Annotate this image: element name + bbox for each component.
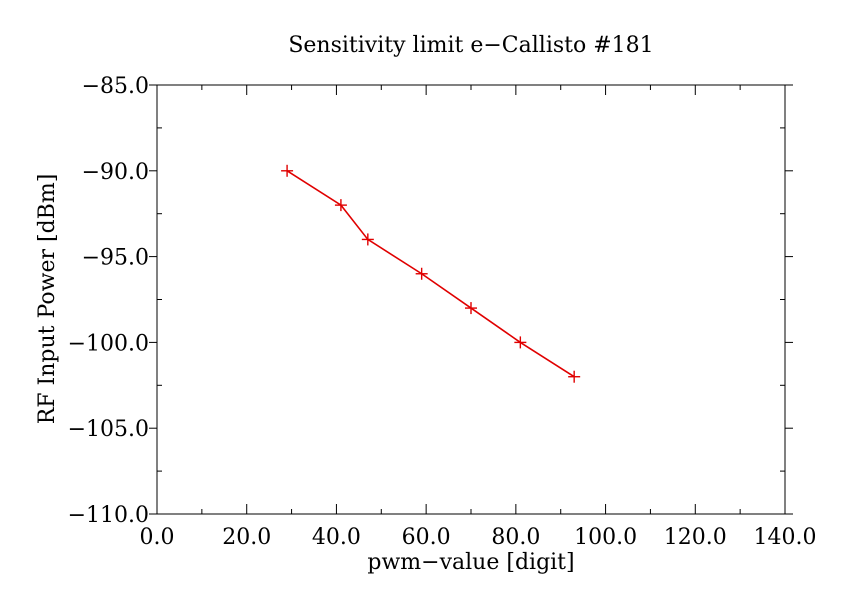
- x-tick-label: 140.0: [754, 525, 817, 550]
- y-axis-label: RF Input Power [dBm]: [35, 174, 60, 425]
- plot-frame: [156, 84, 786, 515]
- data-point-marker: [281, 164, 294, 177]
- y-axis: −85.0 −90.0 −95.0 −100.0 −105.0 −110.0: [68, 74, 793, 528]
- y-tick-label: −105.0: [68, 417, 149, 442]
- data-point-marker: [334, 199, 347, 212]
- x-tick-label: 120.0: [664, 525, 727, 550]
- x-tick-label: 80.0: [491, 525, 540, 550]
- chart-title: Sensitivity limit e−Callisto #181: [288, 33, 653, 58]
- y-tick-label: −110.0: [68, 503, 149, 528]
- data-point-marker: [568, 370, 581, 383]
- x-tick-label: 0.0: [140, 525, 175, 550]
- x-tick-label: 100.0: [574, 525, 637, 550]
- data-point-marker: [465, 302, 477, 315]
- x-tick-label: 20.0: [222, 525, 271, 550]
- series-line: [286, 170, 575, 378]
- data-point-marker: [415, 267, 428, 280]
- series-layer: [281, 164, 581, 383]
- y-tick-label: −85.0: [82, 74, 149, 99]
- x-axis-label: pwm−value [digit]: [367, 550, 574, 575]
- y-tick-label: −95.0: [82, 246, 149, 271]
- y-tick-label: −100.0: [68, 331, 149, 356]
- data-point-marker: [514, 336, 527, 349]
- x-tick-label: 40.0: [312, 525, 361, 550]
- data-point-marker: [361, 233, 374, 246]
- x-tick-label: 60.0: [402, 525, 451, 550]
- x-axis: 0.0 20.0 40.0 60.0 80.0 100.0 120.0 140.0: [140, 85, 817, 550]
- y-tick-label: −90.0: [82, 160, 149, 185]
